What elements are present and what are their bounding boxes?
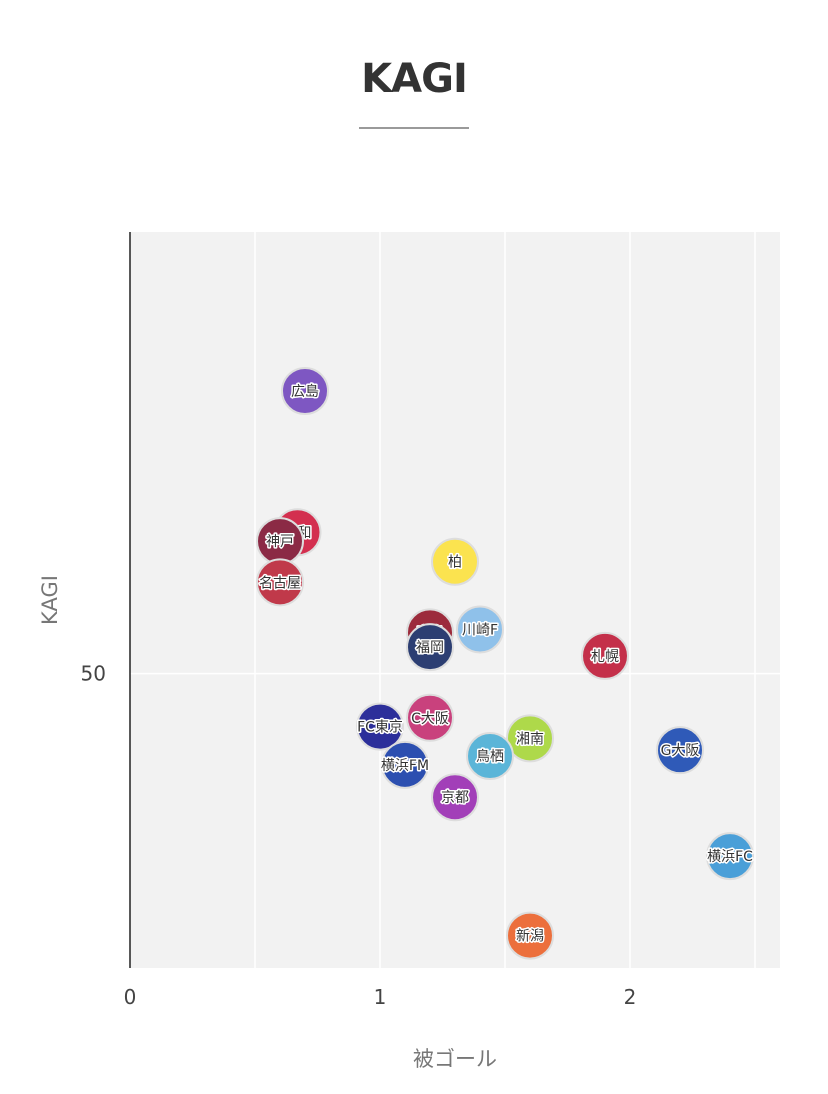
point-marker — [581, 631, 629, 680]
data-point: 名古屋 — [256, 558, 304, 607]
point-label: 横浜FC — [707, 849, 753, 865]
x-axis-ticks: 0 1 2 — [124, 985, 637, 1009]
data-point: 鳥栖 — [466, 732, 514, 781]
point-label: 札幌 — [591, 649, 619, 665]
data-point: 横浜FC — [706, 832, 755, 881]
data-point: 神戸 — [256, 517, 304, 566]
point-marker — [256, 558, 304, 607]
y-axis-ticks: 50 — [81, 662, 106, 686]
point-marker — [706, 832, 754, 881]
x-tick-label: 1 — [374, 985, 387, 1009]
point-label: 名古屋 — [259, 575, 301, 591]
point-label: 広島 — [291, 384, 319, 400]
data-point: G大阪 — [656, 726, 704, 775]
point-marker — [406, 693, 454, 742]
y-axis-title: KAGI — [38, 575, 62, 625]
data-point: 柏 — [431, 537, 479, 586]
point-label: 湘南 — [516, 731, 544, 747]
point-marker — [356, 702, 404, 751]
point-label: 神戸 — [266, 534, 294, 550]
point-marker — [431, 773, 479, 822]
data-point: C大阪 — [406, 693, 454, 742]
data-point: 湘南 — [506, 714, 554, 763]
plot-area — [130, 232, 780, 968]
point-label: 川崎F — [462, 622, 498, 638]
point-marker — [406, 623, 454, 672]
point-label: G大阪 — [661, 743, 700, 759]
grid-lines — [130, 232, 780, 968]
x-tick-label: 2 — [624, 985, 637, 1009]
point-label: C大阪 — [411, 711, 449, 727]
data-point: 京都 — [431, 773, 479, 822]
title-underline — [359, 127, 469, 129]
point-marker — [466, 732, 514, 781]
point-label: 京都 — [441, 790, 469, 806]
data-point: 福岡 — [406, 623, 454, 672]
point-label: 福岡 — [416, 640, 444, 656]
point-label: FC東京 — [357, 720, 403, 736]
point-marker — [456, 605, 504, 654]
point-marker — [431, 537, 479, 586]
data-points: 広島浦和神戸名古屋柏鹿島福岡川崎F札幌C大阪FC東京横浜FM湘南鳥栖G大阪京都横… — [256, 366, 755, 960]
point-label: 鳥栖 — [476, 749, 504, 765]
point-label: 新潟 — [516, 929, 544, 945]
y-tick-label: 50 — [81, 662, 106, 686]
data-point: 川崎F — [456, 605, 504, 654]
x-tick-label: 0 — [124, 985, 137, 1009]
chart-title: KAGI — [361, 56, 468, 102]
data-point: FC東京 — [356, 702, 404, 751]
data-point: 札幌 — [581, 631, 629, 680]
point-marker — [381, 740, 429, 789]
point-label: 横浜FM — [381, 758, 429, 774]
point-marker — [506, 911, 554, 960]
data-point: 横浜FM — [379, 740, 431, 789]
data-point: 新潟 — [506, 911, 554, 960]
point-label: 柏 — [448, 555, 462, 571]
point-marker — [506, 714, 554, 763]
x-axis-title: 被ゴール — [413, 1047, 497, 1071]
data-point: 広島 — [281, 366, 329, 415]
point-marker — [281, 366, 329, 415]
point-marker — [656, 726, 704, 775]
